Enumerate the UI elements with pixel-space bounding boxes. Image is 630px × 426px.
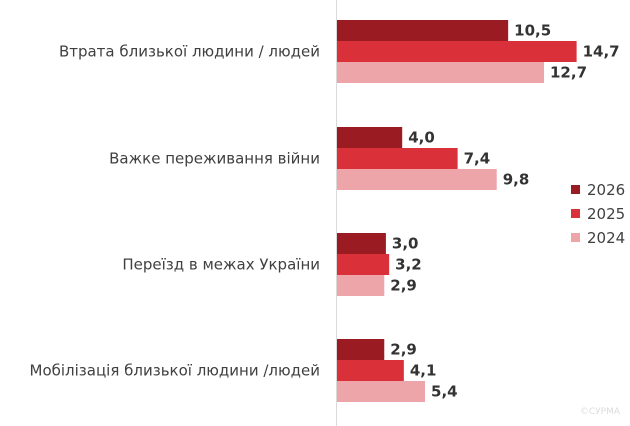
- legend-swatch-2026: [571, 185, 580, 194]
- legend-label: 2024: [587, 229, 625, 247]
- bar-2024: [337, 62, 545, 83]
- value-label: 5,4: [431, 383, 458, 401]
- legend-label: 2026: [587, 181, 625, 199]
- value-label: 4,0: [408, 129, 435, 147]
- legend-swatch-2025: [571, 209, 580, 218]
- bar-2024: [337, 381, 426, 402]
- value-labels: 10,5 14,7 12,7 4,0 7,4 9,8 3,0 3,2 2,9 2,9 4,1 5,4: [390, 22, 619, 401]
- bar-2025: [337, 254, 390, 275]
- category-labels: Втрата близької людини / людей Важке пере…: [30, 43, 320, 380]
- bar-2026: [337, 20, 509, 41]
- legend-swatch-2024: [571, 233, 580, 242]
- value-label: 3,2: [395, 256, 422, 274]
- bar-2026: [337, 127, 403, 148]
- bar-2026: [337, 233, 386, 254]
- legend-label: 2025: [587, 205, 625, 223]
- bars: [337, 20, 577, 402]
- category-label: Втрата близької людини / людей: [59, 43, 320, 61]
- value-label: 9,8: [503, 171, 530, 189]
- value-label: 3,0: [392, 235, 419, 253]
- bar-2025: [337, 360, 404, 381]
- value-label: 4,1: [410, 362, 437, 380]
- category-label: Мобілізація близької людини /людей: [30, 362, 320, 380]
- category-label: Важке переживання війни: [109, 150, 320, 168]
- bar-2024: [337, 169, 497, 190]
- watermark-text: ©СУРМА: [580, 407, 621, 417]
- legend: 2026 2025 2024: [571, 181, 625, 247]
- bar-2025: [337, 41, 577, 62]
- category-label: Переїзд в межах України: [122, 256, 320, 274]
- bar-2026: [337, 339, 385, 360]
- bar-2025: [337, 148, 458, 169]
- value-label: 12,7: [550, 64, 587, 82]
- value-label: 2,9: [390, 341, 417, 359]
- value-label: 7,4: [464, 150, 491, 168]
- bar-2024: [337, 275, 385, 296]
- value-label: 2,9: [390, 277, 417, 295]
- value-label: 10,5: [514, 22, 551, 40]
- value-label: 14,7: [583, 43, 620, 61]
